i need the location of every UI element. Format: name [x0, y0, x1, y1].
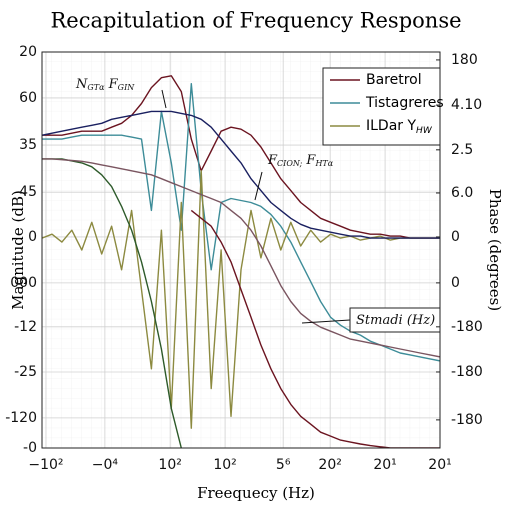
annotation-text: F: [105, 77, 119, 92]
x-tick-label: 20²: [318, 457, 341, 473]
y-tick-label: 000: [10, 275, 37, 291]
y-tick-label: -25: [14, 364, 37, 380]
series-line: [190, 209, 440, 448]
y-axis-label: Magnitude (dB): [9, 190, 27, 310]
x-tick-label: 10²: [158, 457, 181, 473]
x-tick-label: −10²: [28, 457, 63, 473]
series-line: [42, 83, 440, 362]
y2-tick-label: 180: [451, 52, 478, 68]
y-tick-label: -0: [23, 440, 37, 456]
y-tick-label: 45: [19, 184, 37, 200]
y2-tick-label: 4.10: [451, 97, 482, 113]
annotation-subscript: HTα: [314, 159, 333, 168]
x-tick-label: −0⁴: [92, 457, 119, 473]
annotation-box: [349, 307, 441, 333]
annotation-arrow: [301, 319, 351, 324]
annotation-text: F: [302, 153, 316, 168]
annotation: Stmadi (Hz): [356, 313, 435, 328]
legend-label: ILDar YHW: [366, 118, 433, 136]
series-line: [42, 110, 440, 239]
annotation-text: N: [75, 77, 88, 92]
x-tick-label: 5⁶: [276, 457, 291, 473]
series-line: [42, 158, 440, 358]
y2-tick-label: 0: [451, 229, 460, 245]
y2-tick-label: 0: [451, 275, 460, 291]
legend-text: Tistagreres: [365, 95, 444, 111]
legend-label: Baretrol: [366, 72, 422, 88]
y-tick-label: 35: [19, 137, 37, 153]
annotation-subscript: GIN: [118, 83, 136, 92]
chart-title: Recapitulation of Frequency Response: [50, 9, 461, 33]
x-tick-label: 20¹: [428, 457, 451, 473]
legend-text: ILDar Y: [366, 118, 416, 134]
y2-tick-label: 2.5: [451, 142, 473, 158]
legend-text: Baretrol: [366, 72, 422, 88]
y-tick-label: 0: [28, 229, 37, 245]
legend-subscript: HW: [416, 126, 433, 136]
annotation-arrow: [161, 89, 167, 109]
annotation-subscript: GTα: [87, 83, 105, 92]
series-line: [42, 75, 440, 239]
annotation-arrow: [254, 171, 263, 201]
legend: [322, 67, 441, 146]
annotation-text: F: [267, 153, 278, 168]
y-tick-label: -12: [14, 319, 37, 335]
annotation-subscript: CION;: [277, 159, 303, 168]
annotation-text: Stmadi (Hz): [356, 313, 435, 328]
y2-tick-label: -180: [451, 364, 483, 380]
x-axis-label: Freequecy (Hz): [197, 484, 315, 502]
annotation: FCION; FHTα: [267, 153, 334, 169]
x-tick-label: 10²: [213, 457, 236, 473]
y-tick-label: 60: [19, 90, 37, 106]
y2-tick-label: -180: [451, 319, 483, 335]
plot-frame: [41, 51, 441, 449]
y2-tick-label: -180: [451, 412, 483, 428]
x-tick-label: 20¹: [373, 457, 396, 473]
y2-axis-label: Phase (degrees): [486, 189, 504, 311]
y-tick-label: -120: [5, 410, 37, 426]
annotation: NGTα FGIN: [75, 77, 135, 93]
y2-tick-label: 6.0: [451, 185, 473, 201]
legend-label: Tistagreres: [365, 95, 444, 111]
y-tick-label: 20: [19, 44, 37, 60]
